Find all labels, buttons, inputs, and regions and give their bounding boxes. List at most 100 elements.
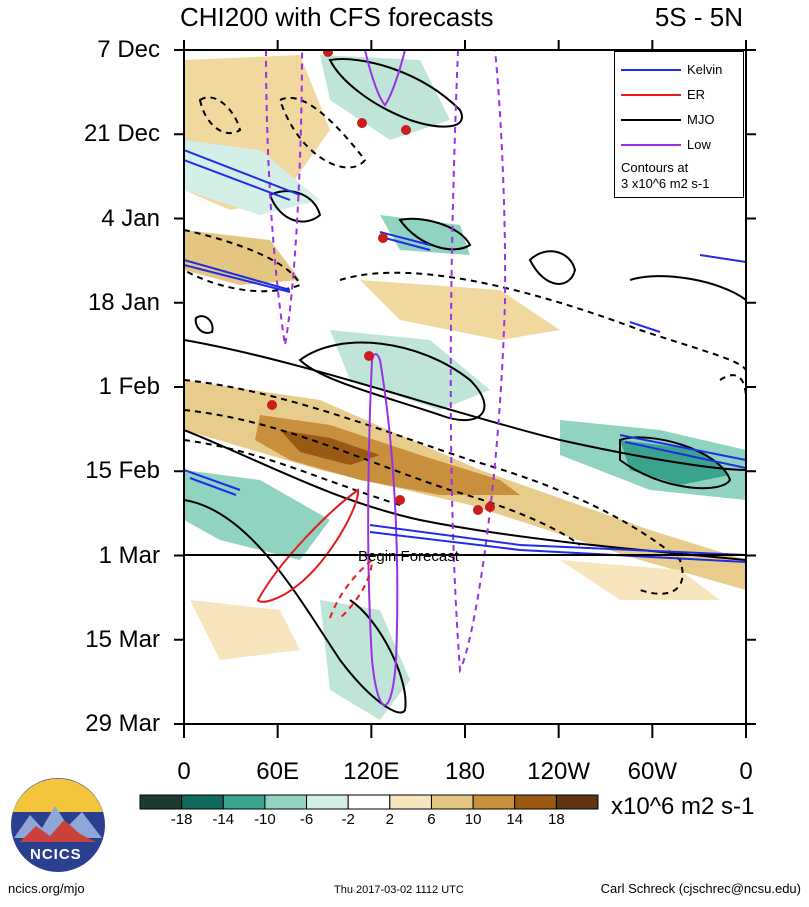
legend-swatch bbox=[621, 119, 681, 121]
mjo-contour-solid bbox=[619, 436, 732, 490]
begin-forecast-label: Begin Forecast bbox=[358, 548, 459, 565]
colorbar-tick-label: -18 bbox=[170, 811, 193, 828]
mjo-contour-solid bbox=[528, 250, 577, 285]
cyclone-marker bbox=[473, 505, 483, 515]
x-tick-label: 0 bbox=[177, 758, 191, 785]
mjo-contour-solid bbox=[298, 341, 486, 421]
colorbar-tick-label: -2 bbox=[341, 811, 355, 828]
y-tick-label: 15 Mar bbox=[85, 625, 160, 653]
footer-center: Thu 2017-03-02 1112 UTC bbox=[334, 884, 464, 896]
low-contour-solid bbox=[367, 353, 399, 706]
y-tick-label: 1 Mar bbox=[98, 541, 160, 569]
y-tick-label: 4 Jan bbox=[101, 204, 160, 232]
legend-swatch bbox=[621, 69, 681, 71]
negative-mid bbox=[330, 330, 490, 410]
chart-title: CHI200 with CFS forecasts bbox=[180, 2, 494, 32]
kelvin-contour bbox=[629, 254, 746, 333]
colorbar-swatch bbox=[514, 794, 557, 810]
legend: Kelvin ER MJO Low Contours at 3 x10^6 m2… bbox=[614, 51, 744, 198]
cyclone-marker bbox=[357, 118, 367, 128]
region-label: 5S - 5N bbox=[654, 2, 743, 32]
footer-left: ncics.org/mjo bbox=[8, 881, 85, 896]
units-label: x10^6 m2 s-1 bbox=[611, 793, 755, 820]
mjo-contour-solid bbox=[194, 315, 214, 334]
legend-note: Contours at 3 x10^6 m2 s-1 bbox=[621, 160, 710, 191]
cyclone-markers bbox=[267, 50, 495, 515]
x-tick-label: 60W bbox=[627, 758, 677, 785]
mjo-contour-solid bbox=[184, 339, 746, 471]
colorbar-swatch bbox=[306, 794, 349, 810]
negative-band-west bbox=[184, 470, 330, 560]
colorbar-swatch bbox=[555, 794, 599, 810]
cyclone-marker bbox=[378, 233, 388, 243]
mjo-contour-solid bbox=[328, 58, 463, 128]
kelvin-contour bbox=[369, 524, 746, 563]
legend-swatch bbox=[621, 144, 681, 146]
positive-forecast-east bbox=[560, 560, 720, 600]
colorbar-tick-label: -14 bbox=[212, 811, 235, 828]
axis-ticks bbox=[174, 40, 756, 738]
colorbar-swatch bbox=[389, 794, 432, 810]
colorbar-tick-label: 10 bbox=[464, 811, 482, 828]
kelvin-contours bbox=[184, 149, 746, 563]
mjo-contour-dashed bbox=[719, 374, 746, 401]
kelvin-contour bbox=[619, 434, 746, 469]
y-tick-label: 21 Dec bbox=[83, 120, 160, 148]
ncics-logo bbox=[11, 778, 105, 872]
low-contours bbox=[364, 50, 406, 706]
er-contour-dashed bbox=[329, 557, 374, 621]
er-contour-solid bbox=[256, 488, 360, 603]
legend-swatch bbox=[621, 94, 681, 96]
positive-left-jan bbox=[184, 230, 300, 285]
legend-item-mjo: MJO bbox=[615, 110, 743, 130]
low-dashed-contours bbox=[265, 50, 507, 674]
colorbar-swatch bbox=[222, 794, 266, 810]
colorbar-tick-label: -10 bbox=[254, 811, 276, 828]
cyclone-marker bbox=[395, 495, 405, 505]
kelvin-contour bbox=[379, 231, 431, 251]
mjo-contour-dashed bbox=[198, 96, 242, 135]
mjo-contour-dashed bbox=[184, 379, 684, 595]
negative-forecast bbox=[320, 600, 410, 720]
cyclone-marker bbox=[267, 400, 277, 410]
y-tick-label: 15 Feb bbox=[85, 457, 160, 485]
colorbar-swatch bbox=[139, 794, 183, 810]
colorbar-swatch bbox=[347, 794, 391, 810]
x-tick-label: 120E bbox=[343, 758, 400, 785]
x-tick-label: 60E bbox=[256, 758, 299, 785]
y-tick-label: 18 Jan bbox=[87, 288, 160, 316]
er-contours bbox=[256, 488, 360, 603]
field-shading bbox=[184, 50, 746, 720]
colorbar-tick-label: 2 bbox=[385, 811, 394, 828]
legend-item-low: Low bbox=[615, 135, 743, 155]
y-tick-label: 1 Feb bbox=[98, 373, 160, 400]
cyclone-marker bbox=[364, 351, 374, 361]
logo-text: NCICS bbox=[30, 846, 82, 863]
footer-right: Carl Schreck (cjschrec@ncsu.edu) bbox=[600, 881, 801, 896]
low-contour-dashed bbox=[265, 50, 303, 346]
x-tick-label: 120W bbox=[527, 758, 590, 785]
x-tick-label: 0 bbox=[739, 758, 753, 785]
low-contour-dashed bbox=[449, 50, 507, 674]
negative-top bbox=[320, 55, 450, 140]
colorbar-swatch bbox=[472, 794, 516, 810]
colorbar-tick-label: -6 bbox=[299, 811, 314, 828]
y-tick-label: 7 Dec bbox=[97, 36, 160, 63]
colorbar-tick-label: 18 bbox=[548, 811, 565, 828]
mjo-contour-dashed bbox=[184, 229, 302, 293]
legend-item-kelvin: Kelvin bbox=[615, 60, 743, 80]
colorbar-tick-label: 6 bbox=[427, 811, 436, 828]
kelvin-contour bbox=[184, 149, 301, 201]
kelvin-contour bbox=[184, 469, 241, 496]
cyclone-marker bbox=[485, 502, 495, 512]
cyclone-marker bbox=[401, 125, 411, 135]
colorbar-swatch bbox=[430, 794, 474, 810]
mjo-contour-dashed bbox=[184, 439, 401, 506]
negative-jan-left bbox=[184, 140, 320, 215]
colorbar-swatch bbox=[264, 794, 308, 810]
x-tick-label: 180 bbox=[444, 758, 486, 785]
legend-item-er: ER bbox=[615, 85, 743, 105]
mjo-contour-solid bbox=[398, 217, 472, 251]
er-dashed-contours bbox=[329, 557, 374, 621]
y-tick-label: 29 Mar bbox=[85, 710, 160, 737]
